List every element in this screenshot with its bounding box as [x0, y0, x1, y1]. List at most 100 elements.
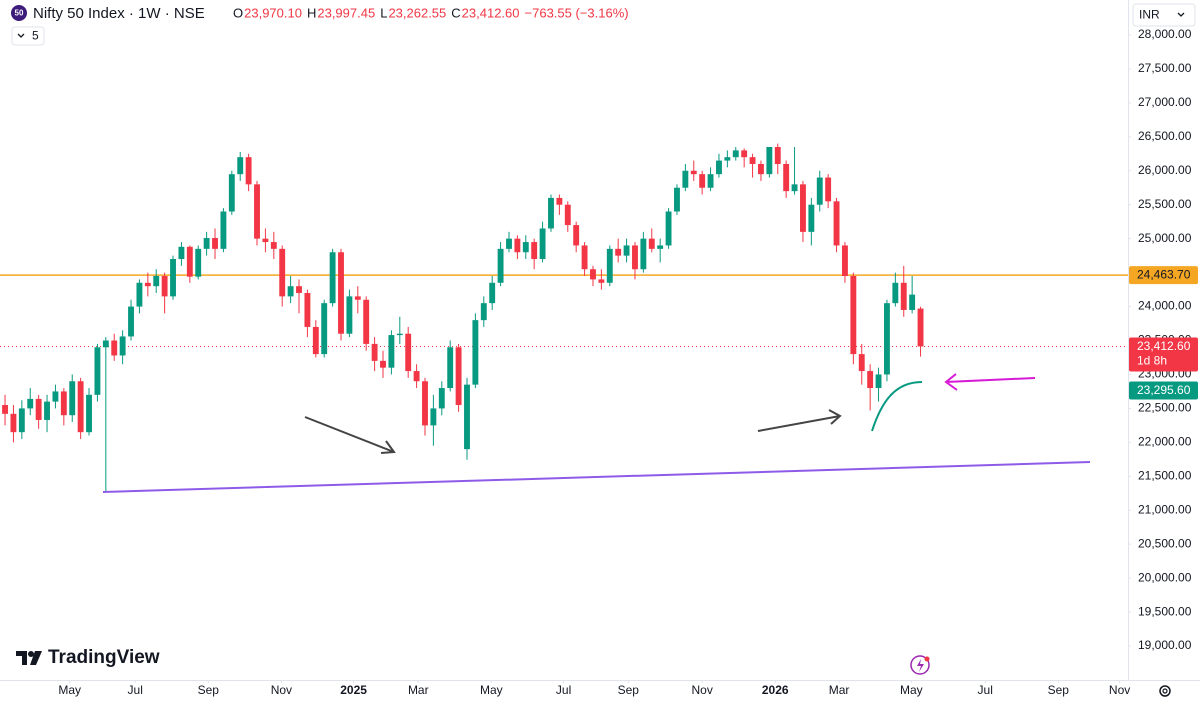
- candle-body: [186, 246, 193, 277]
- candle-body: [119, 336, 126, 356]
- candle-body: [707, 174, 714, 188]
- candle-body: [598, 279, 605, 283]
- candle-body: [153, 276, 160, 287]
- candle-body: [430, 408, 437, 426]
- y-tick-label: 27,000.00: [1138, 95, 1192, 109]
- candle-body: [800, 184, 806, 232]
- field-value: 23,997.45: [317, 5, 375, 20]
- x-tick-label: Jul: [128, 683, 143, 697]
- candle-body: [749, 157, 756, 164]
- candle-body: [438, 388, 445, 409]
- candle-body: [203, 237, 210, 249]
- candle-body: [77, 381, 84, 433]
- hline-price-box: [1129, 266, 1198, 285]
- candle-body: [354, 296, 361, 300]
- candle-body: [464, 384, 470, 450]
- y-tick-label: 20,500.00: [1138, 536, 1192, 550]
- x-tick-label: May: [58, 683, 81, 697]
- logo-dot: [28, 651, 34, 657]
- candle-body: [531, 242, 538, 260]
- logo-shape: [16, 651, 27, 665]
- candle-body: [640, 238, 647, 270]
- y-tick-label: 26,500.00: [1138, 129, 1192, 143]
- candle-body: [413, 371, 420, 382]
- candle-body: [892, 282, 899, 304]
- candle-body: [867, 371, 874, 389]
- candle-body: [371, 343, 378, 361]
- field-value: 23,262.55: [388, 5, 446, 20]
- field-key: C: [451, 5, 460, 20]
- x-tick-label: Mar: [829, 683, 850, 697]
- candle-body: [917, 308, 924, 347]
- candle-body: [724, 157, 731, 161]
- y-tick-label: 19,000.00: [1138, 638, 1192, 652]
- currency-select[interactable]: [1132, 3, 1196, 27]
- candle-body: [254, 184, 260, 239]
- candle-body: [262, 238, 269, 243]
- candle-body: [455, 347, 462, 406]
- y-tick-label: 21,000.00: [1138, 502, 1192, 516]
- candle-body: [94, 347, 101, 395]
- arrows: [304, 409, 842, 454]
- x-tick-label: 2025: [340, 683, 367, 697]
- bolt: [917, 659, 924, 672]
- candle-body: [447, 347, 454, 389]
- candle-body: [136, 282, 143, 307]
- x-tick-label: May: [480, 683, 503, 697]
- candle-body: [321, 303, 328, 355]
- x-tick-label: Sep: [1048, 683, 1070, 697]
- candle-body: [144, 282, 151, 287]
- candle-body: [237, 157, 244, 175]
- candle-body: [674, 187, 680, 212]
- candle-body: [665, 211, 672, 246]
- candle-body: [690, 170, 697, 175]
- y-tick-label: 27,500.00: [1138, 61, 1192, 75]
- candle-body: [161, 276, 168, 297]
- candle-body: [581, 245, 588, 270]
- candle-body: [623, 245, 630, 256]
- x-tick-label: Sep: [618, 683, 640, 697]
- candle-body: [648, 238, 655, 249]
- candle-body: [346, 296, 353, 334]
- x-tick-label: May: [900, 683, 923, 697]
- plot-area: [0, 143, 1128, 492]
- currency: INR: [1139, 8, 1160, 22]
- trend-line: [102, 461, 1091, 493]
- x-tick-label: Nov: [1109, 683, 1130, 697]
- x-tick-label: 2026: [762, 683, 789, 697]
- candle-body: [522, 242, 529, 253]
- candle-body: [632, 245, 638, 270]
- y-tick-label: 21,500.00: [1138, 468, 1192, 482]
- candle-body: [338, 252, 344, 334]
- candle-body: [732, 150, 739, 158]
- candle-body: [548, 197, 554, 229]
- candle-body: [657, 245, 664, 249]
- candle-body: [506, 238, 512, 249]
- ohlc-fields: O 23,970.10 H 23,997.45 L 23,262.55 C 23,412.60…: [233, 5, 629, 20]
- candle-body: [825, 177, 832, 202]
- candle-body: [388, 335, 395, 368]
- indicator-toggle[interactable]: [11, 26, 45, 46]
- candle-body: [758, 163, 764, 175]
- field-key: H: [307, 5, 316, 20]
- candle-body: [396, 333, 403, 336]
- arrow: [757, 409, 842, 432]
- candle-body: [128, 306, 134, 337]
- candle-body: [86, 394, 92, 433]
- y-tick-label: 25,000.00: [1138, 231, 1192, 245]
- symbol-title[interactable]: Nifty 50 Index · 1W · NSE: [33, 5, 205, 22]
- x-tick-label: Mar: [408, 683, 429, 697]
- settings-icon[interactable]: [1159, 685, 1171, 697]
- candle-body: [606, 248, 613, 283]
- candle-body: [10, 413, 17, 433]
- alert-dot: [924, 656, 930, 662]
- candle-body: [380, 360, 386, 368]
- brand: TradingView: [48, 647, 160, 668]
- candle-body: [615, 248, 622, 256]
- candle-body: [766, 146, 773, 175]
- candle-body: [682, 170, 689, 188]
- alert-icon[interactable]: [910, 655, 930, 675]
- candle-body: [842, 245, 848, 277]
- candle-body: [27, 398, 34, 409]
